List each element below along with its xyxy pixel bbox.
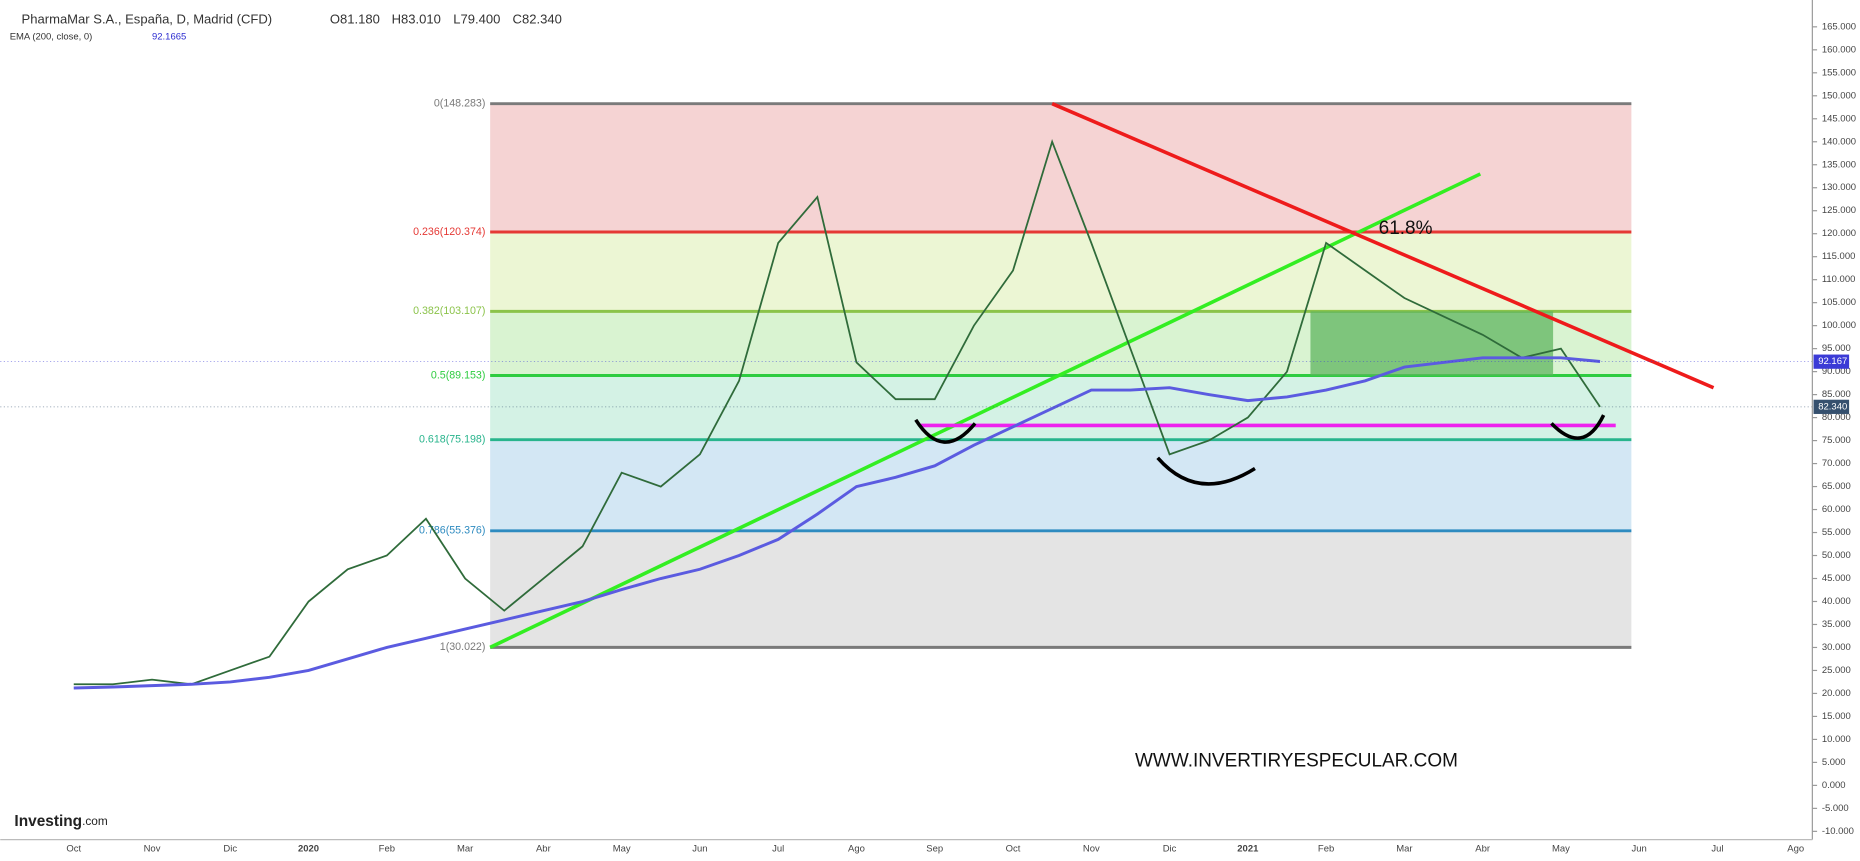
zone-box (1310, 311, 1554, 376)
y-tick-label: 20.000 (1822, 688, 1851, 699)
x-tick-label: Jul (1711, 844, 1723, 855)
brand-name: Investing (14, 813, 82, 830)
high-value: H83.010 (392, 12, 441, 27)
annotation: 61.8% (1379, 218, 1433, 239)
x-tick-label: Feb (379, 844, 395, 855)
arc (1156, 456, 1256, 486)
x-tick-label: 2020 (298, 844, 319, 855)
y-tick-label: 120.000 (1822, 228, 1856, 239)
y-tick-label: 95.000 (1822, 343, 1851, 354)
fib-label: 0.786(55.376) (419, 525, 485, 537)
x-tick-label: Oct (1006, 844, 1021, 855)
y-tick-label: 150.000 (1822, 90, 1856, 101)
y-tick-label: 65.000 (1822, 481, 1851, 492)
y-tick-label: 125.000 (1822, 205, 1856, 216)
y-tick-label: 135.000 (1822, 159, 1856, 170)
y-tick-label: 160.000 (1822, 44, 1856, 55)
series-line (73, 138, 1601, 686)
y-tick-label: 90.000 (1822, 366, 1851, 377)
y-tick-label: 110.000 (1822, 274, 1856, 285)
brand-suffix: .com (82, 814, 108, 828)
price-tag (1813, 354, 1850, 369)
brand: Investing.com (14, 813, 107, 830)
ema-legend: EMA (200, close, 0) (10, 31, 93, 42)
watermark: WWW.INVERTIRYESPECULAR.COM (1135, 750, 1458, 771)
trendline (489, 172, 1482, 649)
x-tick-label: Nov (1083, 844, 1100, 855)
y-tick-label: 85.000 (1822, 389, 1851, 400)
x-tick-label: Abr (536, 844, 551, 855)
fib-label: 0(148.283) (434, 98, 486, 110)
series-line (73, 356, 1601, 690)
x-tick-label: May (1552, 844, 1570, 855)
trendline (1051, 102, 1715, 390)
x-tick-label: 2021 (1237, 844, 1258, 855)
y-tick-label: 25.000 (1822, 665, 1851, 676)
y-tick-label: 155.000 (1822, 67, 1856, 78)
y-tick-label: 105.000 (1822, 297, 1856, 308)
y-tick-label: 40.000 (1822, 596, 1851, 607)
y-tick-label: 80.000 (1822, 412, 1851, 423)
price-tag-label: 82.340 (1818, 401, 1847, 412)
y-tick-label: 140.000 (1822, 136, 1856, 147)
x-tick-label: Feb (1318, 844, 1334, 855)
fib-band (490, 439, 1632, 531)
y-tick-label: 50.000 (1822, 550, 1851, 561)
x-tick-label: Mar (457, 844, 473, 855)
x-tick-label: Oct (66, 844, 81, 855)
x-tick-label: Jun (692, 844, 707, 855)
fib-label: 1(30.022) (440, 641, 486, 653)
x-tick-label: Mar (1396, 844, 1412, 855)
y-tick-label: 100.000 (1822, 320, 1856, 331)
fib-label: 0.236(120.374) (413, 226, 485, 238)
x-tick-label: Dic (223, 844, 237, 855)
x-tick-label: Nov (144, 844, 161, 855)
x-tick-label: Ago (848, 844, 865, 855)
arc (1550, 414, 1606, 440)
y-tick-label: 45.000 (1822, 573, 1851, 584)
chart-title: PharmaMar S.A., España, D, Madrid (CFD) (22, 12, 273, 27)
x-tick-label: Dic (1163, 844, 1177, 855)
x-tick-label: Sep (926, 844, 943, 855)
y-tick-label: 5.000 (1822, 757, 1846, 768)
y-tick-label: 130.000 (1822, 182, 1856, 193)
fib-band (490, 103, 1632, 232)
close-value: C82.340 (513, 12, 562, 27)
price-tag (1813, 399, 1850, 414)
y-tick-label: 55.000 (1822, 527, 1851, 538)
open-value: O81.180 (330, 12, 380, 27)
price-tag-label: 92.167 (1818, 356, 1847, 367)
arc (914, 418, 977, 444)
fib-label: 0.618(75.198) (419, 433, 485, 445)
x-tick-label: Jun (1632, 844, 1647, 855)
fib-label: 0.382(103.107) (413, 305, 485, 317)
y-tick-label: -10.000 (1822, 826, 1854, 837)
y-tick-label: 30.000 (1822, 642, 1851, 653)
y-tick-label: 10.000 (1822, 734, 1851, 745)
fib-band (490, 375, 1632, 440)
x-tick-label: Abr (1475, 844, 1490, 855)
fib-band (490, 231, 1632, 312)
y-tick-label: 75.000 (1822, 435, 1851, 446)
y-tick-label: 70.000 (1822, 458, 1851, 469)
x-tick-label: Jul (772, 844, 784, 855)
y-tick-label: 145.000 (1822, 113, 1856, 124)
y-tick-label: 15.000 (1822, 711, 1851, 722)
y-tick-label: 165.000 (1822, 21, 1856, 32)
fib-band (490, 530, 1632, 648)
fib-label: 0.5(89.153) (431, 369, 486, 381)
hand-drawn-arcs (914, 414, 1606, 486)
x-tick-label: Ago (1787, 844, 1804, 855)
y-tick-label: 115.000 (1822, 251, 1856, 262)
x-tick-label: May (613, 844, 631, 855)
y-tick-label: 0.000 (1822, 780, 1846, 791)
ema-value: 92.1665 (152, 31, 186, 42)
y-tick-label: 35.000 (1822, 619, 1851, 630)
low-value: L79.400 (453, 12, 500, 27)
y-tick-label: 60.000 (1822, 504, 1851, 515)
y-tick-label: -5.000 (1822, 803, 1849, 814)
